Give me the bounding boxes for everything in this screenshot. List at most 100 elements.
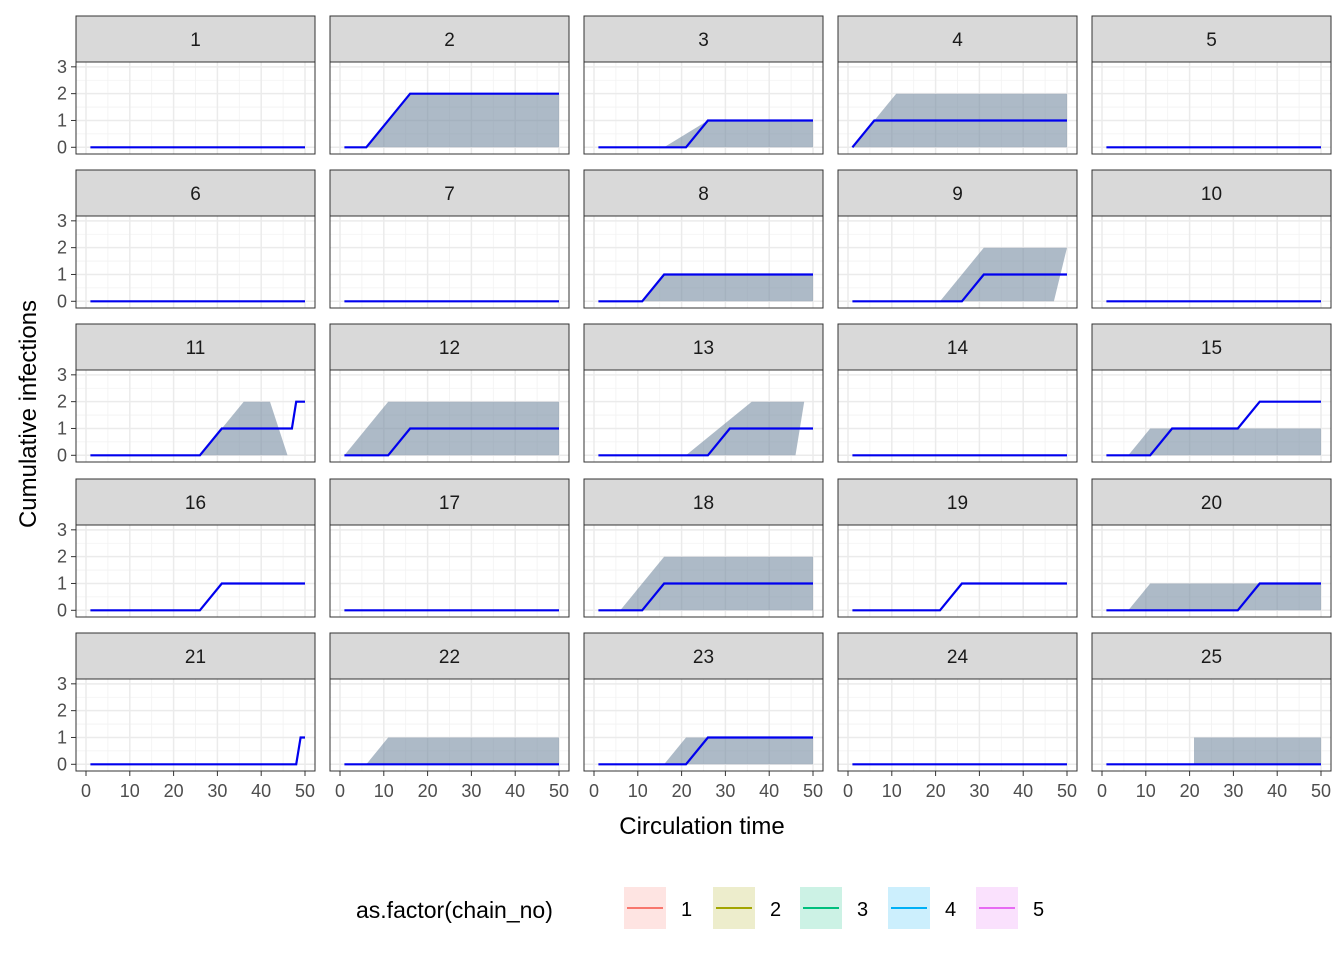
legend-label: 2 [770,899,781,921]
facet-strip-label: 2 [444,30,455,51]
panel-border [583,61,824,155]
series-line [598,119,813,149]
facet-strip [75,632,316,680]
facet-strip-label: 13 [693,338,714,359]
y-tick-label: 2 [57,547,67,567]
facet-strip-label: 9 [952,184,963,205]
series-line [90,582,305,612]
panel-border [1091,61,1332,155]
panel-border [329,61,570,155]
facet-strip-label: 15 [1201,338,1222,359]
y-tick-label: 2 [57,701,67,721]
x-tick-label: 20 [1180,781,1200,801]
facet-strip [329,15,570,63]
x-tick-label: 50 [1057,781,1077,801]
facet-strip-label: 10 [1201,184,1222,205]
facet-panel-3: 3 [583,15,824,155]
interval-band [642,274,813,302]
facet-panel-18: 18 [583,478,824,618]
facet-strip [837,632,1078,680]
y-tick-label: 1 [57,264,67,284]
facet-panel-6: 6 0 1 2 3 [57,169,316,311]
y-tick-label: 2 [57,84,67,104]
interval-band [1194,737,1321,765]
series-line [1106,582,1321,612]
facet-strip [75,323,316,371]
legend-label: 4 [945,899,956,921]
facet-strip-label: 3 [698,30,709,51]
facet-strip [1091,632,1332,680]
x-tick-label: 40 [1267,781,1287,801]
facet-panel-19: 19 [837,478,1078,618]
facet-panel-14: 14 [837,323,1078,463]
series-line [344,427,559,457]
facet-strip-label: 14 [947,338,969,359]
facet-panel-10: 10 [1091,169,1332,309]
facet-strip [75,169,316,217]
x-tick-label: 0 [843,781,853,801]
y-axis-title: Cumulative infections [15,300,42,528]
facet-panel-22: 22 0 10 20 30 40 50 [329,632,570,801]
facet-panel-20: 20 [1091,478,1332,618]
facet-strip-label: 24 [947,647,969,668]
series-line [598,273,813,303]
x-tick-label: 20 [926,781,946,801]
facet-strip-label: 4 [952,30,963,51]
panel-border [75,61,316,155]
panel-border [583,215,824,309]
facet-strip [1091,323,1332,371]
facet-strip-label: 21 [185,647,206,668]
x-tick-label: 30 [969,781,989,801]
facet-strip-label: 25 [1201,647,1222,668]
x-tick-label: 0 [335,781,345,801]
legend-item-3: 3 [800,887,868,929]
legend-label: 5 [1033,899,1044,921]
panel-border [583,369,824,463]
panel-border [1091,524,1332,618]
x-tick-label: 20 [418,781,438,801]
facet-strip-label: 5 [1206,30,1217,51]
panel-border [583,524,824,618]
x-tick-label: 0 [1097,781,1107,801]
facet-strip [583,323,824,371]
x-tick-label: 40 [759,781,779,801]
facet-strip [1091,169,1332,217]
y-tick-label: 3 [57,211,67,231]
y-tick-label: 3 [57,520,67,540]
facet-strip [837,15,1078,63]
legend-label: 3 [857,899,868,921]
panel-border [75,369,316,463]
panel-border [329,678,570,772]
y-tick-label: 1 [57,573,67,593]
facet-strip [75,15,316,63]
legend-item-4: 4 [888,887,956,929]
legend-title: as.factor(chain_no) [356,897,553,923]
y-tick-label: 2 [57,238,67,258]
facet-panel-12: 12 [329,323,570,463]
panel-border [75,215,316,309]
facet-strip-label: 23 [693,647,714,668]
facet-panel-1: 1 0 1 2 3 [57,15,316,157]
x-tick-label: 30 [461,781,481,801]
facet-strip-label: 1 [190,30,201,51]
x-tick-label: 0 [589,781,599,801]
facet-strip-label: 20 [1201,493,1222,514]
facet-panel-7: 7 [329,169,570,309]
series-line [851,119,1067,148]
series-line [90,736,305,766]
x-tick-label: 50 [295,781,315,801]
series-line [852,582,1067,612]
facet-panel-13: 13 [583,323,824,463]
interval-band [664,737,813,765]
y-tick-label: 2 [57,392,67,412]
facet-strip [329,323,570,371]
facet-panel-25: 25 0 10 20 30 40 50 [1091,632,1332,801]
panel-border [837,61,1078,155]
legend-item-5: 5 [976,887,1044,929]
x-tick-label: 10 [882,781,902,801]
facet-strip-label: 8 [698,184,709,205]
x-tick-label: 50 [803,781,823,801]
x-tick-label: 0 [81,781,91,801]
series-line [852,273,1067,303]
x-tick-label: 50 [549,781,569,801]
